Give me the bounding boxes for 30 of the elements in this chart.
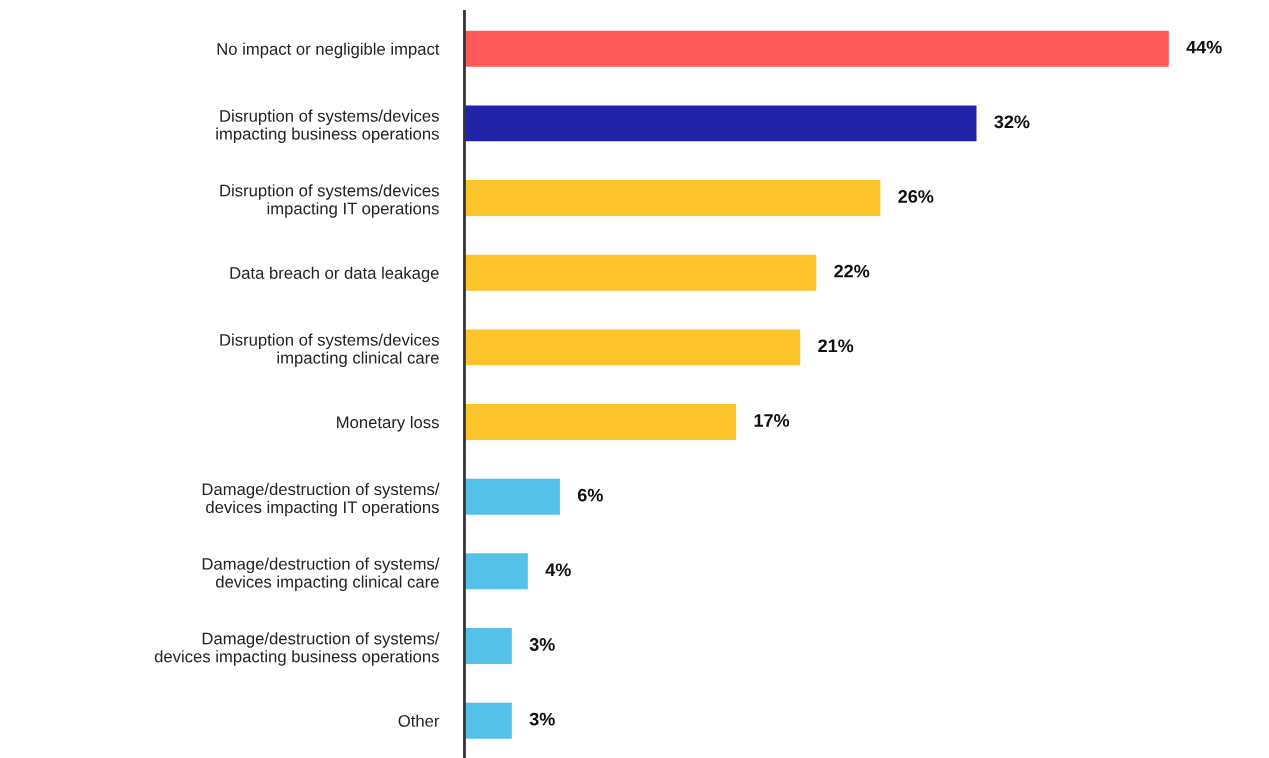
y-tick-label: Data breach or data leakage — [230, 266, 439, 283]
bar — [464, 327, 802, 367]
data-label: 21% — [818, 339, 854, 353]
bar — [464, 178, 882, 218]
bar — [464, 104, 978, 143]
data-label: 6% — [577, 488, 603, 502]
data-label: 32% — [994, 115, 1030, 129]
data-label: 17% — [754, 414, 790, 427]
bar — [464, 253, 818, 293]
bar — [464, 29, 1171, 69]
y-tick-label: Disruption of systems/devices impacting business operations — [216, 109, 439, 144]
y-tick-label: Damage/destruction of systems/ devices impacting business operations — [154, 632, 440, 666]
data-label: 22% — [834, 264, 870, 278]
bar — [464, 626, 514, 666]
data-label: 44% — [1186, 40, 1222, 54]
data-label: 26% — [898, 190, 934, 203]
bar — [464, 477, 562, 517]
data-label: 3% — [529, 712, 555, 726]
y-tick-label: Damage/destruction of systems/ devices impacting clinical care — [202, 557, 440, 592]
y-tick-label: Other — [398, 714, 440, 727]
y-tick-label: No impact or negligible impact — [217, 42, 440, 59]
y-tick-label: Disruption of systems/devices impacting IT operations — [220, 184, 439, 218]
y-tick-label: Damage/destruction of systems/ devices impacting IT operations — [202, 482, 440, 517]
bar — [464, 402, 738, 442]
y-tick-label: Disruption of systems/devices impacting clinical care — [220, 333, 439, 368]
data-label: 3% — [529, 638, 555, 651]
bar — [464, 701, 514, 741]
data-label: 4% — [545, 563, 571, 577]
bar — [464, 551, 530, 591]
y-tick-label: Monetary loss — [337, 415, 439, 432]
